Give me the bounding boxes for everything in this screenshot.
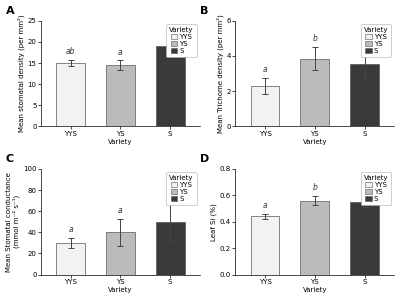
Bar — [156, 46, 184, 126]
Text: a: a — [168, 190, 172, 199]
Text: b: b — [312, 34, 317, 43]
Legend: YYS, YS, S: YYS, YS, S — [361, 24, 391, 57]
X-axis label: Variety: Variety — [302, 139, 327, 145]
Bar — [106, 232, 135, 274]
Text: A: A — [6, 5, 14, 16]
X-axis label: Variety: Variety — [302, 287, 327, 293]
Text: b: b — [168, 31, 172, 40]
Bar — [250, 216, 280, 274]
Text: C: C — [6, 154, 14, 164]
Text: b: b — [312, 183, 317, 192]
Text: ab: ab — [66, 47, 75, 57]
Legend: YYS, YS, S: YYS, YS, S — [166, 24, 196, 57]
Text: a: a — [263, 65, 267, 74]
Y-axis label: Leaf Si (%): Leaf Si (%) — [210, 203, 217, 241]
Bar — [156, 222, 184, 274]
Text: a: a — [118, 206, 123, 215]
Bar — [250, 86, 280, 126]
Bar — [56, 243, 85, 274]
Bar — [300, 201, 329, 274]
Bar — [300, 59, 329, 126]
Text: a: a — [118, 48, 123, 57]
X-axis label: Variety: Variety — [108, 139, 132, 145]
Legend: YYS, YS, S: YYS, YS, S — [166, 172, 196, 205]
Text: a: a — [263, 201, 267, 210]
X-axis label: Variety: Variety — [108, 287, 132, 293]
Y-axis label: Mean Trichome density (per mm²): Mean Trichome density (per mm²) — [216, 14, 224, 133]
Text: B: B — [200, 5, 208, 16]
Text: b: b — [362, 36, 367, 45]
Text: D: D — [200, 154, 209, 164]
Y-axis label: Mean Stomatal conductance
(mmol m⁻² s⁻¹): Mean Stomatal conductance (mmol m⁻² s⁻¹) — [6, 172, 20, 271]
Bar — [56, 63, 85, 126]
Text: a: a — [68, 225, 73, 234]
Legend: YYS, YS, S: YYS, YS, S — [361, 172, 391, 205]
Bar — [106, 65, 135, 126]
Bar — [350, 202, 379, 274]
Text: b: b — [362, 184, 367, 193]
Y-axis label: Mean stomatal density (per mm²): Mean stomatal density (per mm²) — [17, 15, 25, 132]
Bar — [350, 64, 379, 126]
